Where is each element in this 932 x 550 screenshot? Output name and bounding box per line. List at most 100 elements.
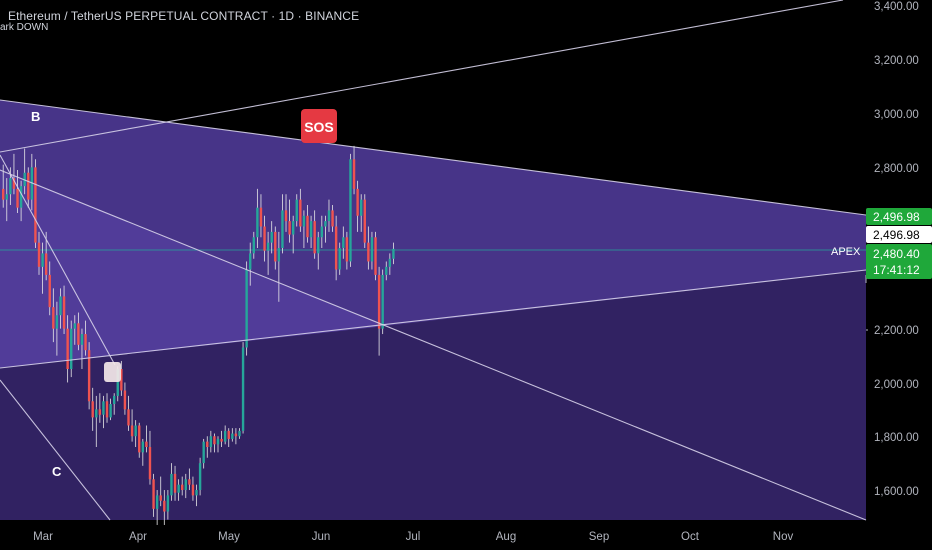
candle-up bbox=[112, 395, 116, 404]
wave-c-label: C bbox=[52, 464, 62, 479]
candle-down bbox=[120, 369, 123, 391]
candle-down bbox=[191, 484, 195, 496]
candle-down bbox=[66, 328, 69, 370]
candle-up bbox=[238, 430, 241, 437]
candle-up bbox=[327, 210, 331, 222]
time-axis-label: Jul bbox=[406, 531, 421, 543]
candle-down bbox=[227, 430, 230, 439]
candle-up bbox=[184, 479, 187, 491]
sos-badge-label: SOS bbox=[304, 119, 334, 135]
price-axis-label: 3,000.00 bbox=[874, 109, 919, 121]
price-axis-label: 1,800.00 bbox=[874, 432, 919, 444]
candle-down bbox=[288, 221, 291, 235]
candle-up bbox=[95, 409, 98, 418]
symbol-price-tag bbox=[866, 226, 932, 243]
wedge-lower-fill bbox=[0, 170, 385, 368]
candle-up bbox=[231, 433, 234, 439]
symbol-title[interactable]: Ethereum / TetherUS PERPETUAL CONTRACT ·… bbox=[8, 9, 360, 23]
candle-down bbox=[152, 479, 155, 509]
candle-down bbox=[306, 215, 309, 238]
candle-down bbox=[105, 401, 109, 418]
candle-down bbox=[345, 237, 349, 262]
upper-line-price-tag bbox=[866, 208, 932, 225]
candle-down bbox=[334, 226, 338, 270]
price-axis[interactable]: 3,400.00 3,200.00 3,000.00 2,800.00 2,200.00… bbox=[865, 1, 919, 498]
candle-up bbox=[270, 231, 273, 243]
time-axis-label: Mar bbox=[33, 531, 53, 543]
candle-up bbox=[202, 441, 205, 464]
time-axis-label: Aug bbox=[496, 531, 516, 543]
candle-up bbox=[70, 328, 73, 370]
candle-up bbox=[9, 178, 12, 195]
candle-up bbox=[388, 258, 392, 267]
candle-up bbox=[249, 253, 252, 270]
candle-up bbox=[281, 210, 284, 249]
candle-up bbox=[102, 401, 105, 415]
candle-up bbox=[216, 438, 220, 445]
last-price-text: 2,480.40 bbox=[873, 247, 920, 261]
candle-down bbox=[173, 473, 177, 493]
candle-up bbox=[223, 430, 227, 442]
candle-up bbox=[59, 296, 62, 316]
annotations: B C SOS APEX bbox=[31, 109, 861, 479]
candle-up bbox=[166, 495, 170, 512]
candle-up bbox=[302, 215, 306, 227]
candle-up bbox=[41, 253, 44, 267]
candle-up bbox=[309, 221, 313, 238]
candle-up bbox=[277, 248, 281, 262]
candle-down bbox=[84, 334, 87, 351]
candle-up bbox=[360, 199, 363, 216]
candle-down bbox=[148, 446, 152, 480]
trendlines bbox=[0, 0, 867, 521]
candle-down bbox=[206, 441, 209, 447]
channel-fills bbox=[0, 100, 866, 520]
candle-down bbox=[352, 159, 356, 189]
candle-up bbox=[291, 221, 295, 235]
candle-up bbox=[342, 237, 345, 249]
candle-down bbox=[52, 307, 55, 329]
candle-down bbox=[377, 274, 381, 329]
candle-up bbox=[195, 490, 198, 496]
candle-down bbox=[234, 433, 238, 437]
candle-down bbox=[331, 210, 334, 227]
candle-up bbox=[320, 226, 324, 238]
time-axis-label: May bbox=[218, 531, 240, 543]
candle-down bbox=[367, 242, 370, 262]
price-axis-label: 1,600.00 bbox=[874, 486, 919, 498]
candle-down bbox=[313, 221, 316, 254]
indicator-label[interactable]: ark DOWN bbox=[0, 22, 49, 33]
candle-down bbox=[77, 323, 80, 345]
price-axis-label: 2,200.00 bbox=[874, 325, 919, 337]
small-marker-badge[interactable] bbox=[104, 362, 121, 382]
price-axis-label: 2,800.00 bbox=[874, 163, 919, 175]
candle-up bbox=[170, 473, 173, 496]
candle-down bbox=[374, 237, 377, 275]
candle-down bbox=[356, 188, 359, 216]
candle-down bbox=[62, 296, 66, 329]
candle-down bbox=[138, 425, 141, 453]
candle-up bbox=[5, 194, 8, 200]
candle-up bbox=[245, 269, 248, 348]
rising-wedge-line bbox=[0, 269, 867, 369]
candle-down bbox=[2, 188, 5, 200]
apex-label: APEX bbox=[831, 246, 861, 258]
candle-down bbox=[48, 274, 51, 308]
candle-up bbox=[317, 237, 320, 254]
candle-down bbox=[263, 226, 266, 251]
time-axis[interactable]: Mar Apr May Jun Jul Aug Sep Oct Nov bbox=[33, 531, 793, 543]
last-price-tag bbox=[866, 244, 932, 279]
time-axis-label: Nov bbox=[773, 531, 794, 543]
time-axis-label: Jun bbox=[312, 531, 331, 543]
candle-up bbox=[198, 463, 202, 491]
candle-down bbox=[181, 484, 184, 491]
countdown-text: 17:41:12 bbox=[873, 263, 920, 277]
candle-up bbox=[155, 495, 159, 509]
sos-badge[interactable] bbox=[301, 109, 337, 143]
candle-up bbox=[55, 315, 59, 329]
candle-down bbox=[274, 231, 277, 262]
candle-up bbox=[349, 159, 352, 262]
candle-down bbox=[123, 390, 127, 410]
lower-channel-line bbox=[0, 169, 867, 521]
fib-diagonal-line bbox=[0, 154, 116, 366]
